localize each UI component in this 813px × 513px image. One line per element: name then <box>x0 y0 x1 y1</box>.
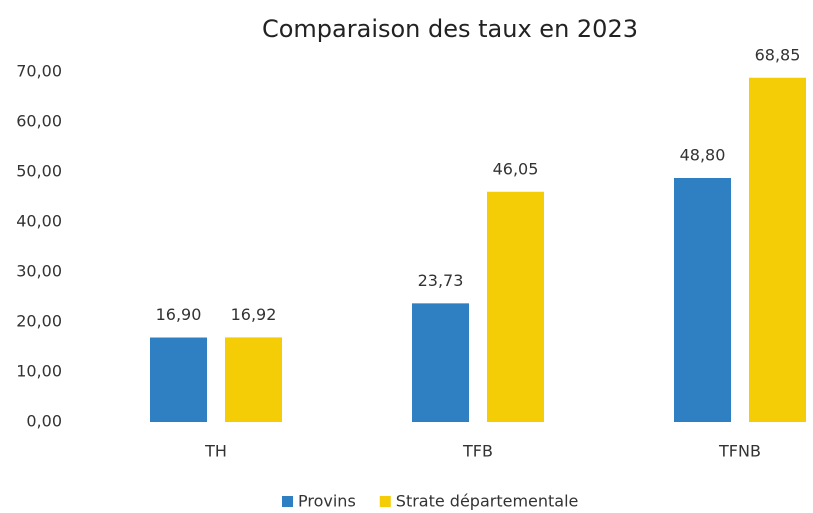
legend-swatch <box>282 496 293 507</box>
y-tick-label: 50,00 <box>16 162 62 181</box>
chart-title: Comparaison des taux en 2023 <box>262 15 638 43</box>
y-tick-label: 20,00 <box>16 312 62 331</box>
bar <box>150 337 207 422</box>
y-tick-label: 60,00 <box>16 112 62 131</box>
y-tick-label: 0,00 <box>26 412 62 431</box>
bar <box>749 77 806 422</box>
y-tick-label: 70,00 <box>16 62 62 81</box>
y-tick-label: 30,00 <box>16 262 62 281</box>
legend-label: Strate départementale <box>396 492 579 511</box>
value-label: 68,85 <box>755 45 801 64</box>
y-tick-label: 10,00 <box>16 362 62 381</box>
value-label: 23,73 <box>418 271 464 290</box>
bar <box>225 337 282 422</box>
value-label: 16,92 <box>231 305 277 324</box>
bar <box>487 191 544 422</box>
legend-label: Provins <box>298 492 356 511</box>
y-tick-label: 40,00 <box>16 212 62 231</box>
x-tick-label: TFB <box>462 442 493 461</box>
x-tick-label: TH <box>204 442 227 461</box>
value-label: 46,05 <box>493 159 539 178</box>
value-label: 16,90 <box>156 305 202 324</box>
x-tick-label: TFNB <box>718 442 761 461</box>
legend-swatch <box>379 496 391 507</box>
bar <box>412 303 469 422</box>
bar <box>674 178 731 422</box>
value-label: 48,80 <box>680 146 726 165</box>
